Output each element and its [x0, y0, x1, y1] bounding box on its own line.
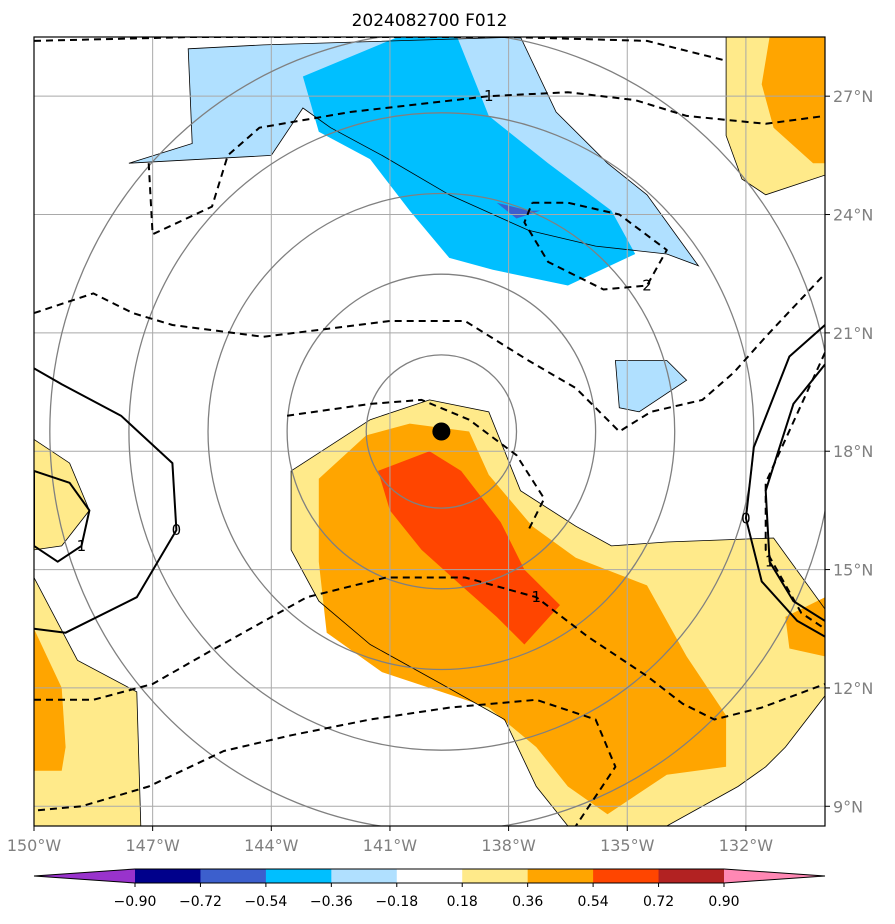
colorbar-segment: [135, 869, 201, 883]
contour-label: 0: [172, 521, 182, 539]
contour-line-9: [34, 469, 91, 563]
contour-label: 1: [484, 87, 494, 105]
contour-lines: [34, 37, 825, 826]
range-ring-4: [128, 112, 755, 751]
colorbar-tick-label: 0.72: [643, 894, 674, 910]
region-outline-7: [34, 438, 90, 551]
colorbar-extend-high: [724, 869, 825, 883]
colorbar: −0.90 −0.72 −0.54 −0.36 −0.18 0.18 0.36 0.54 0.7…: [33, 868, 826, 910]
x-tick-label: 141°W: [363, 836, 418, 855]
storm-center-dot: [432, 422, 451, 441]
contour-line-1: [34, 273, 825, 433]
contour-line-7: [764, 352, 825, 630]
contour-line-8: [34, 367, 178, 634]
colorbar-segment: [200, 869, 267, 883]
contour-line-0: [147, 91, 825, 236]
region-outline-3: [614, 360, 688, 413]
y-tick-label: 24°N: [833, 206, 873, 225]
colorbar-tick-label: 0.36: [512, 894, 543, 910]
filled-region-2: [496, 202, 541, 219]
filled-region-12: [785, 597, 825, 657]
chart-title: 2024082700 F012: [352, 11, 508, 31]
y-tick-label: 15°N: [833, 561, 873, 580]
filled-region-3: [615, 360, 687, 412]
contour-line-2: [34, 37, 727, 62]
region-outline-8: [34, 577, 142, 826]
filled-region-6: [378, 451, 560, 645]
region-outline-4: [290, 399, 825, 826]
colorbar-tick-label: 0.54: [578, 894, 609, 910]
y-tick-label: 27°N: [833, 87, 873, 106]
x-tick-label: 147°W: [125, 836, 180, 855]
contour-line-3: [523, 201, 668, 291]
colorbar-tick-label: −0.54: [244, 894, 287, 910]
contour-line-6: [286, 398, 546, 531]
x-tick-label: 135°W: [600, 836, 655, 855]
filled-region-7: [34, 439, 90, 550]
x-tick-label: 138°W: [481, 836, 536, 855]
colorbar-segment: [658, 869, 725, 883]
filled-region-11: [761, 37, 825, 164]
colorbar-segment: [331, 869, 398, 883]
x-tick-label: 132°W: [719, 836, 774, 855]
x-tick-label: 150°W: [7, 836, 62, 855]
contour-labels: 1 2 1 0 1 1 0: [77, 87, 775, 606]
range-ring-5: [49, 37, 825, 826]
filled-region-1: [302, 37, 636, 286]
colorbar-tick-label: −0.36: [310, 894, 353, 910]
storm-center-marker: [432, 422, 451, 441]
region-outline-0: [128, 37, 700, 267]
colorbar-tick-label: −0.90: [114, 894, 157, 910]
colorbar-segment: [396, 869, 463, 883]
colorbar-tick-label: 0.18: [447, 894, 478, 910]
contour-label: 1: [77, 537, 87, 555]
colorbar-extend-low: [34, 869, 135, 883]
contour-label: 1: [765, 553, 775, 571]
colorbar-tick-label: 0.90: [708, 894, 739, 910]
colorbar-tick-label: −0.72: [179, 894, 222, 910]
range-ring-3: [207, 192, 676, 671]
filled-contours: [34, 37, 825, 826]
contour-line-5: [34, 576, 825, 721]
grid-lines: [34, 37, 825, 826]
x-tick-label: 144°W: [244, 836, 299, 855]
range-ring-2: [286, 273, 597, 590]
contour-line-4: [37, 698, 617, 826]
colorbar-segment: [593, 869, 660, 883]
region-outline-10: [725, 37, 825, 196]
coastline-outlines: [34, 37, 825, 826]
colorbar-tick-label: −0.18: [375, 894, 418, 910]
y-tick-label: 18°N: [833, 442, 873, 461]
y-axis-ticks: 9°N 12°N 15°N 18°N 21°N 24°N 27°N: [825, 87, 873, 816]
range-rings: [49, 37, 825, 826]
x-axis-ticks: 150°W 147°W 144°W 141°W 138°W 135°W 132°W: [7, 826, 773, 855]
contour-line-10: [764, 363, 825, 622]
contour-label: 2: [642, 277, 652, 295]
y-tick-label: 12°N: [833, 679, 873, 698]
contour-label: 0: [741, 509, 751, 527]
colorbar-segment: [265, 869, 332, 883]
y-tick-label: 9°N: [833, 797, 863, 816]
range-ring-1: [365, 354, 518, 509]
contour-line-11: [744, 324, 825, 638]
contour-label: 1: [532, 588, 542, 606]
colorbar-segment: [462, 869, 529, 883]
y-tick-label: 21°N: [833, 324, 873, 343]
plot-frame: [33, 36, 826, 827]
colorbar-segment: [527, 869, 594, 883]
